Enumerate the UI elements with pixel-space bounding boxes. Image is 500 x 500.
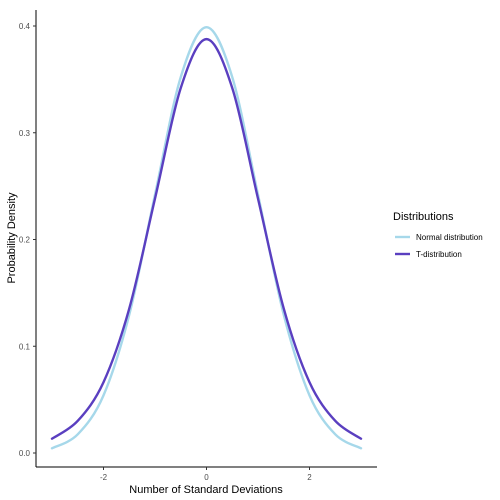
series-layer xyxy=(50,25,363,450)
y-tick-label: 0.1 xyxy=(19,342,31,351)
legend: Distributions Normal distribution T-distr… xyxy=(393,211,483,259)
y-axis-label: Probability Density xyxy=(6,192,18,284)
series-line-normal-distribution xyxy=(50,25,363,450)
x-tick-label: 0 xyxy=(204,473,209,482)
series-line-t-distribution xyxy=(50,37,363,440)
y-tick-label: 0.3 xyxy=(19,129,31,138)
legend-title: Distributions xyxy=(393,211,454,223)
legend-items: Normal distribution T-distribution xyxy=(395,233,483,259)
legend-label-normal: Normal distribution xyxy=(416,233,483,242)
y-tick-label: 0.4 xyxy=(19,22,31,31)
legend-label-t: T-distribution xyxy=(416,250,462,259)
ticks-layer: -2 0 2 0.0 0.1 0.2 0.3 0.4 xyxy=(19,22,312,482)
x-tick-label: 2 xyxy=(307,473,312,482)
axes-layer xyxy=(35,10,377,468)
x-axis-label: Number of Standard Deviations xyxy=(129,484,283,496)
y-tick-label: 0.0 xyxy=(19,449,31,458)
y-tick-label: 0.2 xyxy=(19,236,31,245)
x-tick-label: -2 xyxy=(100,473,108,482)
